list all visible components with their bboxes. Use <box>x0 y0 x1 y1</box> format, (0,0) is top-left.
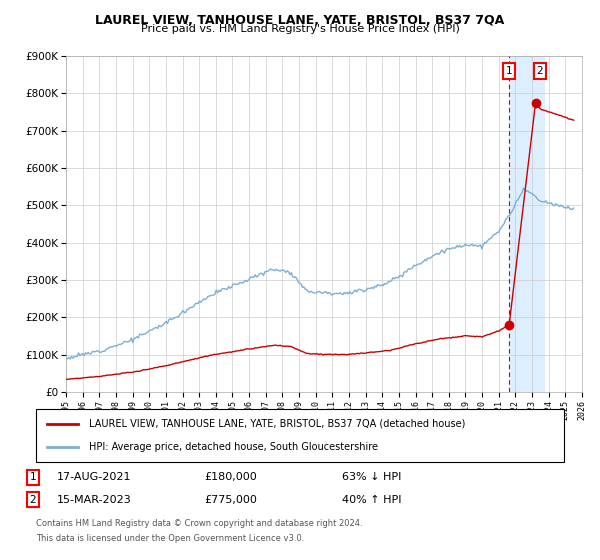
Text: £775,000: £775,000 <box>204 494 257 505</box>
Text: Price paid vs. HM Land Registry's House Price Index (HPI): Price paid vs. HM Land Registry's House … <box>140 24 460 34</box>
Text: 1: 1 <box>29 472 37 482</box>
Text: 2: 2 <box>29 494 37 505</box>
Text: 15-MAR-2023: 15-MAR-2023 <box>57 494 132 505</box>
Text: HPI: Average price, detached house, South Gloucestershire: HPI: Average price, detached house, Sout… <box>89 442 378 452</box>
Text: 40% ↑ HPI: 40% ↑ HPI <box>342 494 401 505</box>
Bar <box>509 56 544 392</box>
Text: 63% ↓ HPI: 63% ↓ HPI <box>342 472 401 482</box>
Text: LAUREL VIEW, TANHOUSE LANE, YATE, BRISTOL, BS37 7QA: LAUREL VIEW, TANHOUSE LANE, YATE, BRISTO… <box>95 14 505 27</box>
Text: £180,000: £180,000 <box>204 472 257 482</box>
Text: 17-AUG-2021: 17-AUG-2021 <box>57 472 131 482</box>
Text: LAUREL VIEW, TANHOUSE LANE, YATE, BRISTOL, BS37 7QA (detached house): LAUREL VIEW, TANHOUSE LANE, YATE, BRISTO… <box>89 419 465 429</box>
Text: 2: 2 <box>536 66 543 76</box>
Text: This data is licensed under the Open Government Licence v3.0.: This data is licensed under the Open Gov… <box>36 534 304 543</box>
FancyBboxPatch shape <box>36 409 564 462</box>
Text: Contains HM Land Registry data © Crown copyright and database right 2024.: Contains HM Land Registry data © Crown c… <box>36 519 362 528</box>
Text: 1: 1 <box>506 66 512 76</box>
